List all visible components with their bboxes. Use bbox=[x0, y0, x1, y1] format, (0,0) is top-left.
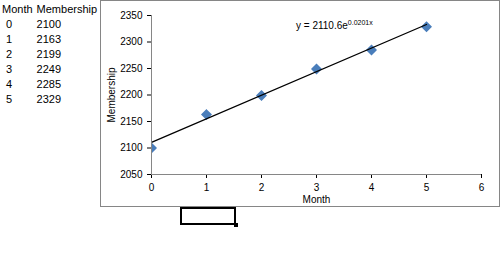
svg-text:2200: 2200 bbox=[120, 89, 143, 100]
svg-text:6: 6 bbox=[479, 182, 485, 193]
svg-text:Membership: Membership bbox=[106, 67, 117, 122]
html-text:0: 0 bbox=[6, 18, 13, 30]
html-text:2199: 2199 bbox=[36, 48, 62, 60]
html-text:2329: 2329 bbox=[36, 93, 62, 105]
svg-text:5: 5 bbox=[424, 182, 430, 193]
html-text:2: 2 bbox=[6, 48, 13, 60]
svg-text:2250: 2250 bbox=[120, 63, 143, 74]
svg-text:1: 1 bbox=[204, 182, 210, 193]
html-text:2100: 2100 bbox=[36, 18, 62, 30]
html-text:5: 5 bbox=[6, 93, 13, 105]
svg-text:2050: 2050 bbox=[120, 169, 143, 180]
svg-text:2150: 2150 bbox=[120, 116, 143, 127]
html-text:4: 4 bbox=[6, 78, 13, 90]
svg-text:Month: Month bbox=[303, 194, 331, 205]
html-text:2163: 2163 bbox=[36, 33, 62, 45]
html-text:y = 2110.6e0.0201x: y = 2110.6e0.0201x bbox=[296, 19, 373, 32]
svg-text:4: 4 bbox=[369, 182, 375, 193]
svg-text:2350: 2350 bbox=[120, 10, 143, 21]
svg-text:2: 2 bbox=[259, 182, 265, 193]
html-text:Month Membership: Month Membership bbox=[2, 3, 98, 15]
html-text:2285: 2285 bbox=[36, 78, 62, 90]
svg-text:2300: 2300 bbox=[120, 36, 143, 47]
svg-text:3: 3 bbox=[314, 182, 320, 193]
html-text:3: 3 bbox=[6, 63, 13, 75]
svg-text:2100: 2100 bbox=[120, 142, 143, 153]
html-text:2249: 2249 bbox=[36, 63, 62, 75]
svg-text:0: 0 bbox=[149, 182, 155, 193]
html-text:1: 1 bbox=[6, 33, 13, 45]
